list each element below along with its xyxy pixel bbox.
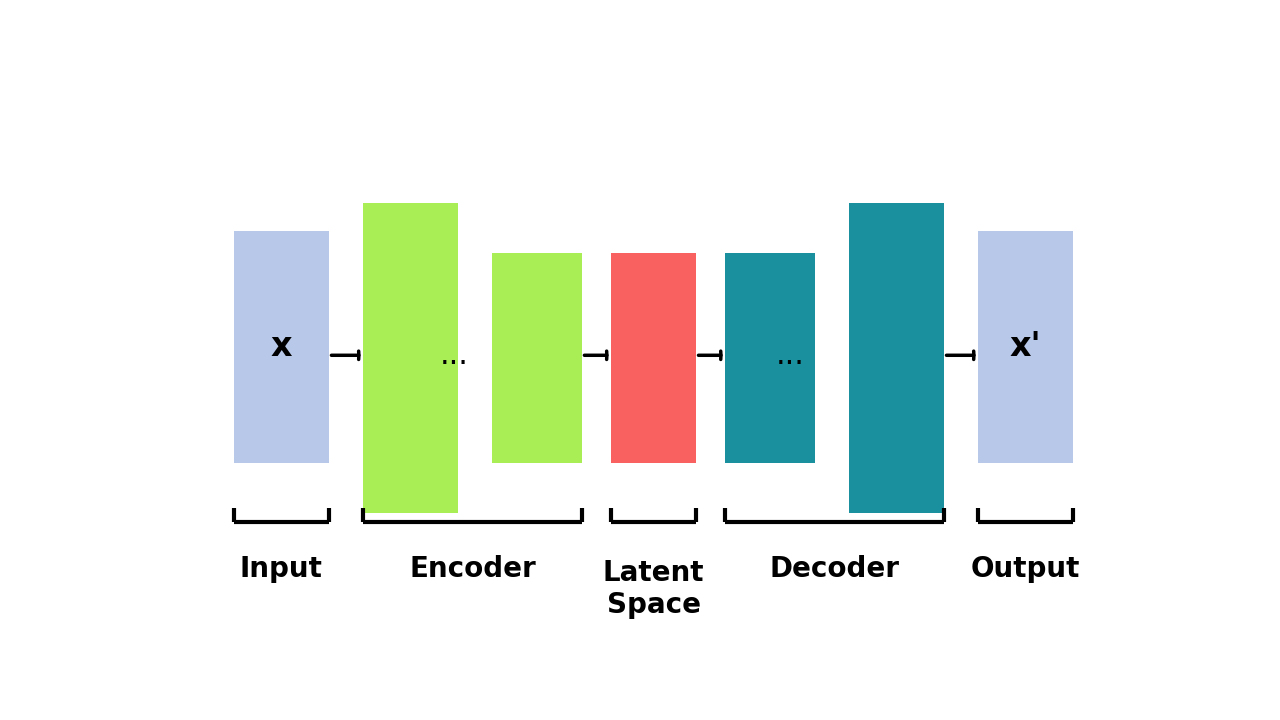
Bar xyxy=(612,253,696,464)
Bar xyxy=(978,230,1073,464)
Text: ...: ... xyxy=(440,341,468,370)
Text: x': x' xyxy=(1010,330,1042,364)
Text: Latent
Space: Latent Space xyxy=(603,559,704,619)
Bar xyxy=(234,230,329,464)
Text: Output: Output xyxy=(970,555,1080,583)
Bar xyxy=(364,203,458,513)
Text: Decoder: Decoder xyxy=(769,555,900,583)
Text: x: x xyxy=(271,330,292,364)
Text: Input: Input xyxy=(239,555,323,583)
Text: ...: ... xyxy=(776,341,804,370)
Bar xyxy=(726,253,814,464)
Bar xyxy=(493,253,581,464)
Text: Encoder: Encoder xyxy=(410,555,536,583)
Bar xyxy=(850,203,943,513)
